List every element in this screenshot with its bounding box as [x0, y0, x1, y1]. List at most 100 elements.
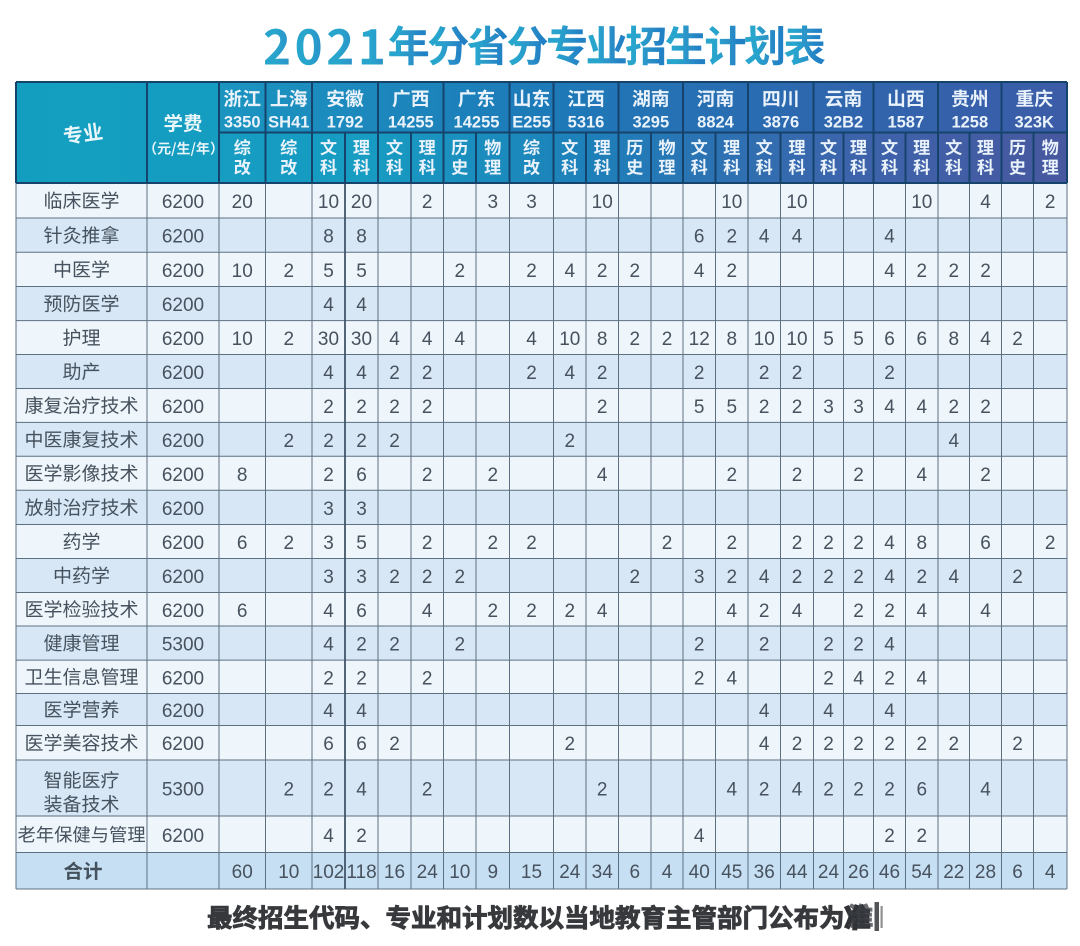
- svg-text:3876: 3876: [762, 114, 799, 132]
- svg-text:6200: 6200: [162, 363, 204, 384]
- svg-text:2: 2: [565, 734, 576, 755]
- svg-text:9: 9: [488, 862, 499, 883]
- svg-text:4: 4: [917, 601, 928, 622]
- svg-text:10: 10: [786, 192, 807, 213]
- svg-text:2: 2: [884, 826, 895, 847]
- svg-text:20: 20: [351, 192, 372, 213]
- svg-text:46: 46: [879, 862, 900, 883]
- svg-text:4: 4: [823, 701, 834, 722]
- svg-text:2: 2: [389, 635, 400, 656]
- svg-text:6: 6: [694, 227, 705, 248]
- svg-text:2: 2: [792, 363, 803, 384]
- svg-text:5316: 5316: [568, 114, 605, 132]
- svg-text:2: 2: [823, 533, 834, 554]
- svg-text:2: 2: [323, 668, 334, 689]
- svg-text:2: 2: [884, 734, 895, 755]
- svg-text:6200: 6200: [162, 261, 204, 282]
- svg-text:2: 2: [694, 635, 705, 656]
- svg-text:10: 10: [449, 862, 470, 883]
- svg-text:2: 2: [1012, 329, 1023, 350]
- svg-text:8: 8: [597, 329, 608, 350]
- svg-text:1587: 1587: [887, 114, 924, 132]
- svg-text:30: 30: [351, 329, 372, 350]
- svg-text:4: 4: [792, 780, 803, 801]
- svg-text:4: 4: [884, 397, 895, 418]
- svg-text:2: 2: [917, 261, 928, 282]
- svg-text:2: 2: [917, 734, 928, 755]
- svg-text:34: 34: [592, 862, 614, 883]
- svg-text:2: 2: [662, 329, 673, 350]
- svg-text:44: 44: [786, 862, 808, 883]
- svg-text:2: 2: [630, 329, 641, 350]
- svg-text:2: 2: [389, 734, 400, 755]
- svg-text:4: 4: [565, 261, 576, 282]
- svg-text:14255: 14255: [388, 114, 434, 132]
- svg-text:4: 4: [356, 295, 367, 316]
- svg-text:10: 10: [232, 261, 253, 282]
- svg-text:2: 2: [759, 397, 770, 418]
- svg-text:60: 60: [232, 862, 253, 883]
- svg-text:4: 4: [389, 329, 400, 350]
- svg-text:6: 6: [323, 734, 334, 755]
- svg-text:4: 4: [759, 734, 770, 755]
- svg-text:6200: 6200: [162, 431, 204, 452]
- svg-text:24: 24: [559, 862, 581, 883]
- svg-text:8: 8: [917, 533, 928, 554]
- svg-text:4: 4: [1045, 862, 1056, 883]
- svg-text:45: 45: [721, 862, 742, 883]
- svg-text:2: 2: [526, 533, 537, 554]
- svg-text:12: 12: [689, 329, 710, 350]
- svg-text:32B2: 32B2: [824, 114, 863, 132]
- svg-text:2: 2: [1012, 567, 1023, 588]
- svg-text:3: 3: [323, 533, 334, 554]
- svg-text:2: 2: [759, 780, 770, 801]
- svg-text:1258: 1258: [951, 114, 988, 132]
- svg-text:4: 4: [422, 601, 433, 622]
- svg-text:4: 4: [727, 668, 738, 689]
- svg-text:4: 4: [323, 601, 334, 622]
- svg-text:2: 2: [323, 780, 334, 801]
- svg-text:10: 10: [592, 192, 613, 213]
- svg-text:6: 6: [356, 734, 367, 755]
- svg-text:24: 24: [818, 862, 840, 883]
- svg-text:2: 2: [853, 734, 864, 755]
- svg-text:4: 4: [662, 862, 673, 883]
- svg-text:2: 2: [853, 601, 864, 622]
- svg-text:4: 4: [884, 261, 895, 282]
- svg-text:2: 2: [884, 780, 895, 801]
- svg-text:5300: 5300: [162, 780, 204, 801]
- svg-text:2: 2: [356, 668, 367, 689]
- svg-text:3295: 3295: [632, 114, 669, 132]
- svg-text:2: 2: [455, 635, 466, 656]
- svg-text:2: 2: [630, 567, 641, 588]
- svg-text:40: 40: [689, 862, 710, 883]
- svg-text:2: 2: [853, 635, 864, 656]
- svg-text:6200: 6200: [162, 329, 204, 350]
- svg-text:6: 6: [356, 465, 367, 486]
- svg-text:2: 2: [597, 397, 608, 418]
- svg-text:2: 2: [284, 780, 295, 801]
- svg-text:2: 2: [565, 431, 576, 452]
- svg-text:8: 8: [237, 465, 248, 486]
- svg-text:8: 8: [949, 329, 960, 350]
- svg-text:8824: 8824: [697, 114, 735, 132]
- svg-text:4: 4: [884, 533, 895, 554]
- svg-text:2: 2: [980, 261, 991, 282]
- svg-text:2: 2: [853, 780, 864, 801]
- svg-text:2: 2: [727, 261, 738, 282]
- svg-text:22: 22: [943, 862, 964, 883]
- svg-text:1792: 1792: [327, 114, 364, 132]
- svg-text:323K: 323K: [1014, 114, 1054, 132]
- svg-text:2: 2: [727, 227, 738, 248]
- svg-text:4: 4: [759, 227, 770, 248]
- svg-text:28: 28: [975, 862, 996, 883]
- svg-text:6200: 6200: [162, 668, 204, 689]
- svg-text:6200: 6200: [162, 533, 204, 554]
- svg-text:2: 2: [284, 533, 295, 554]
- svg-text:2: 2: [980, 397, 991, 418]
- svg-text:2: 2: [1045, 192, 1056, 213]
- svg-text:2: 2: [792, 567, 803, 588]
- svg-text:2: 2: [823, 668, 834, 689]
- svg-text:2: 2: [597, 261, 608, 282]
- svg-text:2: 2: [792, 465, 803, 486]
